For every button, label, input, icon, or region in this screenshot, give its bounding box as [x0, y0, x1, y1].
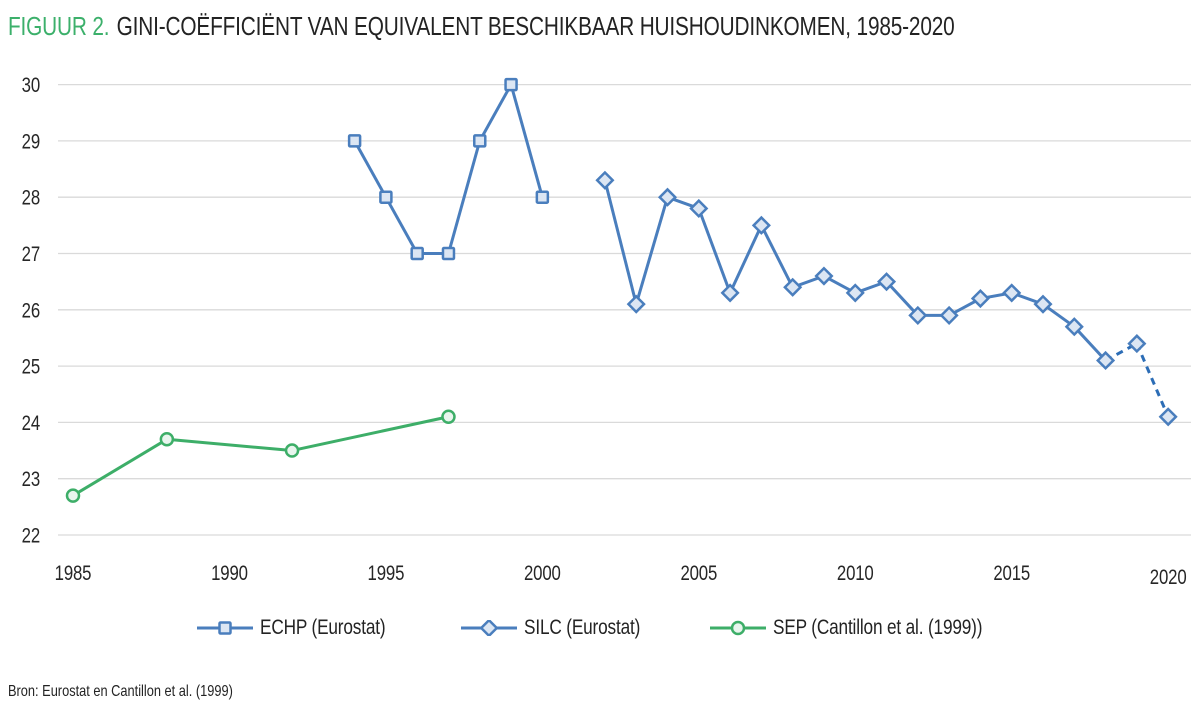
legend-item-sep: SEP (Cantillon et al. (1999)) — [710, 615, 1028, 641]
x-tick-label: 1995 — [368, 562, 405, 585]
legend-marker-circle-icon — [710, 620, 766, 636]
diamond-marker — [1002, 283, 1022, 303]
y-tick-label: 22 — [22, 525, 40, 548]
diamond-marker — [845, 283, 865, 303]
series-segment-1 — [885, 280, 919, 317]
x-tick-label: 2015 — [993, 562, 1030, 585]
circle-marker — [284, 443, 300, 458]
x-tick-label: 2005 — [680, 562, 717, 585]
series-segment-1 — [603, 179, 638, 305]
square-marker — [410, 246, 424, 261]
series-segment-1 — [728, 224, 763, 294]
series-segment-2 — [72, 438, 168, 497]
square-marker — [441, 246, 456, 261]
diamond-marker — [1064, 317, 1084, 337]
square-marker — [504, 77, 518, 92]
legend-label-sep: SEP (Cantillon et al. (1999)) — [773, 616, 983, 639]
circle-marker — [65, 488, 81, 503]
y-tick-label: 30 — [22, 74, 40, 97]
circle-marker — [730, 620, 746, 636]
chart-legend: ECHP (Eurostat) SILC (Eurostat) SEP (Can… — [0, 615, 1200, 641]
circle-marker — [159, 432, 175, 447]
y-tick-label: 25 — [22, 356, 40, 379]
diamond-marker — [751, 215, 771, 235]
diamond-marker — [689, 198, 709, 219]
legend-marker-diamond-icon — [461, 620, 517, 636]
y-tick-label: 26 — [22, 300, 40, 323]
x-tick-label: 1990 — [211, 562, 248, 585]
y-tick-label: 29 — [22, 131, 40, 154]
gini-line-chart: 22 23 24 25 26 27 28 29 30 1985 1990 1995 2000 2005 20… — [22, 74, 1191, 590]
series-segment-0 — [447, 140, 482, 254]
diamond-marker — [720, 283, 740, 303]
source-note: Bron: Eurostat en Cantillon et al. (1999… — [8, 683, 289, 701]
square-marker — [218, 621, 232, 635]
series-segment-1 — [1135, 342, 1170, 418]
legend-item-silc: SILC (Eurostat) — [461, 615, 666, 641]
series-segment-0 — [353, 140, 388, 198]
square-marker — [347, 134, 362, 148]
x-tick-label: 2020 — [1150, 566, 1187, 589]
series-segment-1 — [760, 224, 795, 288]
series-segment-1 — [1073, 325, 1107, 362]
diamond-marker — [783, 277, 803, 297]
figure-number: FIGUUR 2. — [8, 11, 110, 41]
diamond-marker — [1158, 407, 1178, 427]
diamond-marker — [1127, 334, 1147, 354]
diamond-marker — [970, 288, 990, 309]
series-segment-0 — [384, 196, 419, 255]
x-tick-label: 1985 — [55, 562, 92, 585]
diamond-marker — [595, 170, 615, 190]
x-tick-label: 2000 — [524, 562, 561, 585]
source-note-text: Bron: Eurostat en Cantillon et al. (1999… — [8, 683, 233, 700]
square-marker — [473, 134, 487, 148]
square-marker — [535, 190, 550, 204]
y-tick-label: 23 — [22, 469, 40, 492]
series-segment-2 — [291, 415, 449, 453]
diamond-marker — [479, 620, 499, 636]
diamond-marker — [657, 187, 678, 207]
series-segment-2 — [166, 437, 293, 453]
y-tick-label: 27 — [22, 243, 40, 266]
y-tick-label: 24 — [22, 412, 41, 435]
series-segment-1 — [634, 196, 669, 305]
diamond-marker — [626, 294, 646, 314]
square-marker — [379, 190, 393, 204]
series-segment-1 — [697, 207, 732, 294]
diamond-marker — [939, 305, 959, 325]
figure-title: FIGUUR 2. GINI-COËFFICIËNT VAN EQUIVALENT… — [8, 11, 1191, 42]
legend-label-silc: SILC (Eurostat) — [524, 616, 641, 639]
diamond-marker — [908, 305, 928, 325]
figure-title-text: GINI-COËFFICIËNT VAN EQUIVALENT BESCHIKB… — [116, 11, 955, 41]
diamond-marker — [1033, 294, 1053, 314]
diamond-marker — [814, 266, 834, 286]
diamond-marker — [1096, 350, 1116, 371]
y-tick-label: 28 — [22, 187, 40, 210]
legend-marker-square-icon — [197, 621, 253, 635]
legend-item-echp: ECHP (Eurostat) — [197, 615, 413, 641]
series-segment-0 — [509, 84, 544, 198]
x-tick-label: 2010 — [837, 562, 874, 585]
series-segment-0 — [478, 83, 513, 142]
diamond-marker — [876, 272, 897, 292]
circle-marker — [441, 409, 456, 425]
legend-label-echp: ECHP (Eurostat) — [260, 616, 386, 639]
